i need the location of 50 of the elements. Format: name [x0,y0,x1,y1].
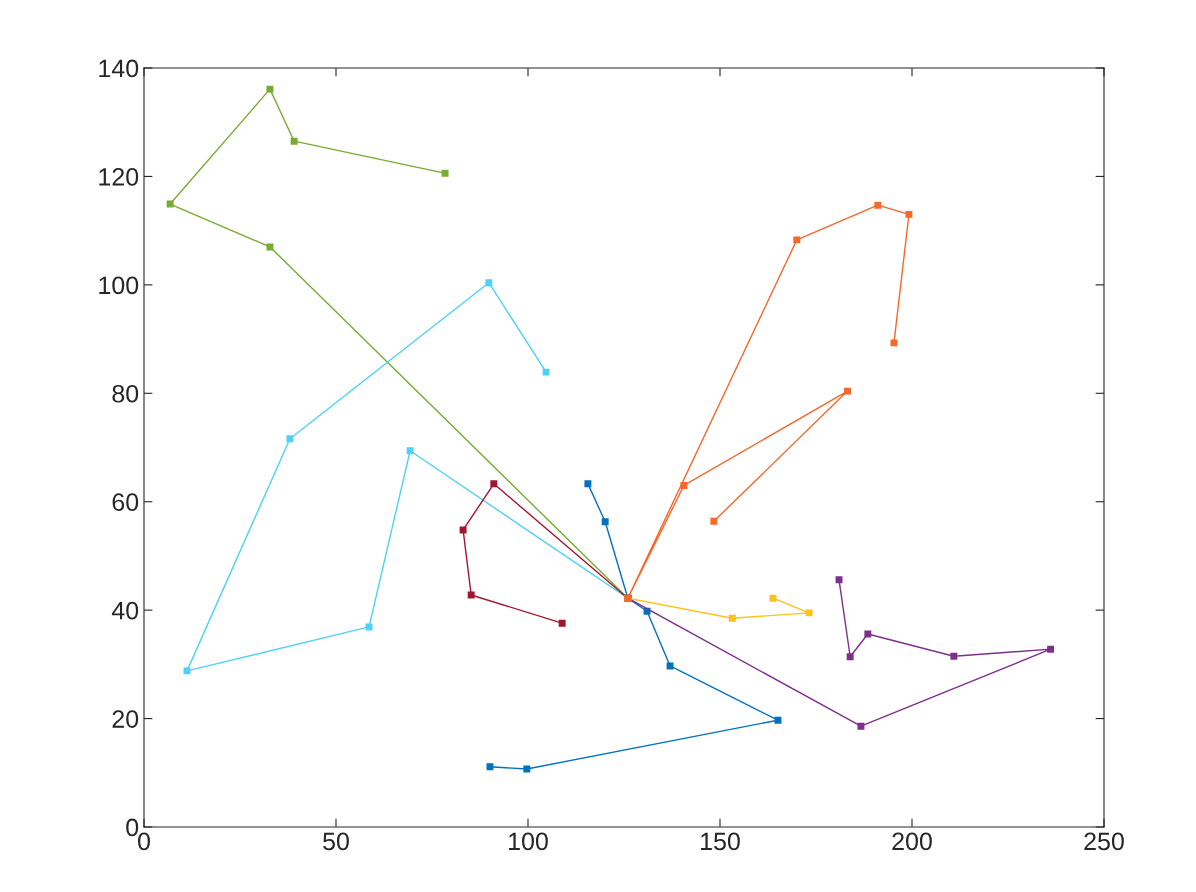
y-tick-label: 140 [99,59,139,78]
y-tick-label: 40 [111,601,139,620]
point [835,576,843,584]
point [290,137,298,145]
point [793,236,801,244]
point [864,630,872,638]
x-tick-label: 200 [892,832,932,851]
point [558,619,566,627]
x-tick-label: 250 [1084,832,1124,851]
point [857,722,865,730]
x-tick-label: 50 [323,832,349,851]
point [523,765,531,773]
y-tick-label: 0 [126,818,139,837]
y-tick-label: 120 [99,168,139,186]
point [846,653,854,661]
point [485,279,493,287]
point [441,169,449,177]
point [844,387,851,395]
x-tick-label: 100 [509,832,548,851]
x-tick-label: 150 [701,832,740,851]
point [490,480,498,488]
point [406,447,414,455]
point [286,435,294,443]
point [1047,645,1055,653]
point [459,526,467,534]
point [166,200,174,208]
point [728,614,736,622]
point [905,210,913,218]
point [666,662,674,670]
point [950,652,958,660]
point [486,763,494,771]
point [601,518,609,526]
point [365,623,373,631]
point [805,609,813,617]
y-tick-label: 60 [112,493,139,512]
y-tick-label: 100 [99,276,139,295]
y-tick-label: 80 [112,384,139,403]
point [542,368,550,376]
point [183,667,191,675]
y-tick-label: 20 [112,710,139,728]
point [266,243,274,251]
point [680,481,688,489]
point [710,517,718,525]
point [584,480,592,488]
point [890,339,898,347]
point [874,201,882,209]
point [769,594,777,602]
point [266,85,274,93]
point [774,716,782,724]
point [467,591,475,599]
